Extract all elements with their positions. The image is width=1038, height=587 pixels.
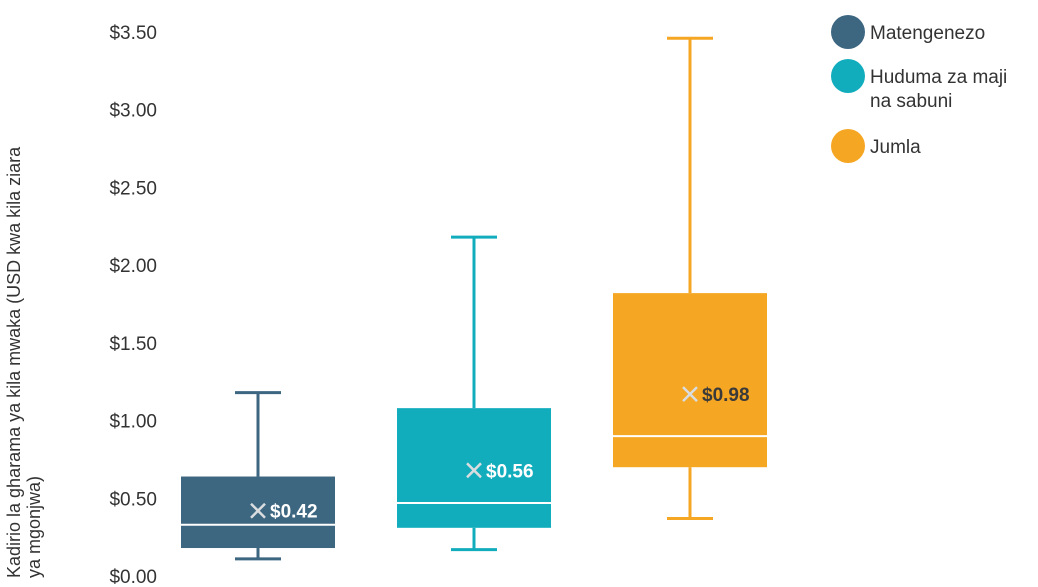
y-tick-label: $2.00 [109, 256, 157, 277]
legend-label: Huduma za maji [870, 67, 1007, 88]
box-1: $0.42 [181, 391, 335, 561]
legend-swatch [831, 129, 865, 163]
y-tick-label: $3.00 [109, 101, 157, 122]
mean-marker [250, 502, 266, 519]
value-label: $0.42 [270, 502, 318, 523]
y-axis-title-line: Kadirio la gharama ya kila mwaka (USD kw… [4, 146, 24, 578]
mean-marker [466, 462, 482, 479]
legend-label: Matengenezo [870, 23, 985, 44]
legend-swatch [831, 59, 865, 93]
value-label: $0.56 [486, 461, 534, 482]
y-tick-label: $0.50 [109, 489, 157, 510]
y-axis-title-line: ya mgonjwa) [24, 476, 44, 578]
y-axis-title: Kadirio la gharama ya kila mwaka (USD kw… [4, 146, 44, 578]
y-axis-tick-labels: $0.00 $0.50 $1.00 $1.50 $2.00 $2.50 $3.00 $3.50 [109, 23, 157, 587]
box-plot-series: $0.42 $0.56 $0.98 [181, 36, 767, 561]
y-tick-label: $1.50 [109, 334, 157, 355]
mean-marker [682, 386, 698, 403]
y-tick-label: $2.50 [109, 178, 157, 199]
y-tick-label: $3.50 [109, 23, 157, 44]
y-tick-label: $1.00 [109, 412, 157, 433]
legend-item: Jumla [831, 129, 921, 163]
legend-label: Jumla [870, 137, 921, 158]
value-label: $0.98 [702, 385, 750, 406]
legend-item: Matengenezo [831, 15, 985, 49]
legend-label: na sabuni [870, 91, 952, 112]
legend-swatch [831, 15, 865, 49]
box-3: $0.98 [613, 36, 767, 520]
box-2: $0.56 [397, 235, 551, 552]
y-tick-label: $0.00 [109, 567, 157, 587]
legend: Matengenezo Huduma za maji na sabuni Jumla [831, 15, 1007, 163]
interquartile-box [613, 293, 767, 468]
interquartile-box [397, 408, 551, 528]
legend-item: Huduma za maji na sabuni [831, 59, 1007, 112]
